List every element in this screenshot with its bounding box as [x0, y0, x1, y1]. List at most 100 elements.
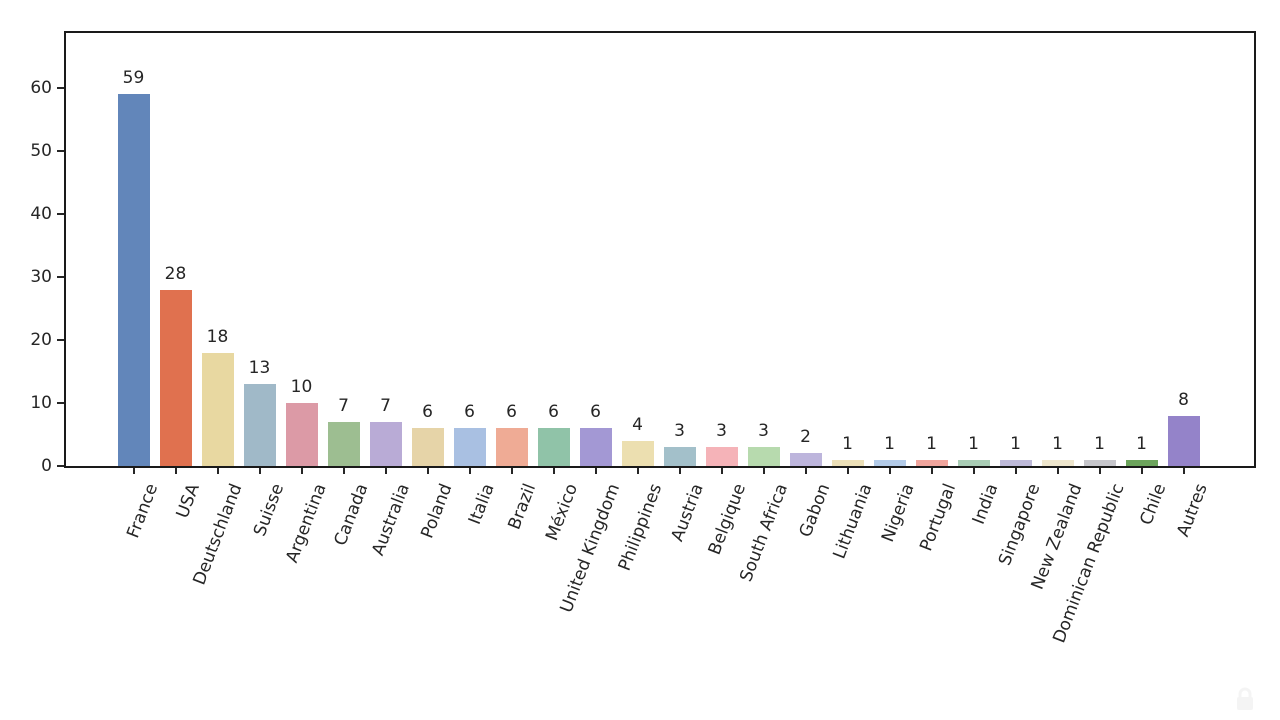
bar-value-label: 18: [206, 326, 229, 347]
bar-belgique: [705, 447, 738, 466]
x-tick-label-text: Autres: [1173, 481, 1213, 540]
bar-canada: [327, 421, 360, 466]
bar-value-label: 3: [674, 421, 685, 442]
x-tick-label-text: Philippines: [614, 481, 667, 574]
x-tick-label-text: Chile: [1136, 481, 1171, 528]
y-tick-mark: [57, 465, 64, 467]
x-tick-mark: [1182, 468, 1185, 474]
bar-suisse: [243, 384, 276, 466]
bar-nigeria: [873, 459, 906, 466]
x-tick-mark: [846, 468, 849, 474]
bar-value-label: 1: [926, 433, 937, 454]
bar-lithuania: [831, 459, 864, 466]
bar-value-label: 3: [758, 421, 769, 442]
bar-portugal: [915, 459, 948, 466]
x-tick-label-text: India: [968, 481, 1003, 528]
x-tick-mark: [720, 468, 723, 474]
bar-value-label: 6: [464, 402, 475, 423]
x-tick-mark: [132, 468, 135, 474]
x-tick-mark: [174, 468, 177, 474]
bar-united-kingdom: [579, 428, 612, 466]
bar-value-label: 59: [122, 68, 145, 89]
y-tick-mark: [57, 276, 64, 278]
y-tick-label: 20: [30, 330, 52, 350]
bar-philippines: [621, 440, 654, 466]
bar-value-label: 10: [290, 377, 313, 397]
y-tick-mark: [57, 150, 64, 152]
y-tick-label: 0: [41, 456, 52, 476]
x-tick-label-text: Singapore: [994, 481, 1045, 569]
x-tick-mark: [1098, 468, 1101, 474]
bar-m-xico: [537, 428, 570, 466]
y-tick-label: 60: [30, 78, 52, 98]
x-tick-label-text: Poland: [417, 481, 457, 542]
x-tick-label-text: Lithuania: [829, 481, 877, 562]
x-tick-label-text: Portugal: [916, 481, 961, 554]
bar-india: [957, 459, 990, 466]
x-tick-label-text: France: [123, 481, 163, 541]
x-tick-label-text: Canada: [330, 481, 373, 549]
x-tick-mark: [552, 468, 555, 474]
bar-singapore: [999, 459, 1032, 466]
y-tick-label: 50: [30, 141, 52, 161]
bar-chile: [1125, 459, 1158, 466]
x-tick-mark: [342, 468, 345, 474]
bar-value-label: 3: [716, 421, 727, 442]
x-tick-mark: [804, 468, 807, 474]
x-tick-mark: [300, 468, 303, 474]
x-tick-mark: [678, 468, 681, 474]
bar-value-label: 1: [968, 433, 979, 454]
x-tick-label-text: Gabon: [795, 481, 835, 541]
bar-value-label: 2: [800, 427, 811, 448]
y-tick-mark: [57, 87, 64, 89]
bar-value-label: 4: [632, 414, 643, 435]
bar-value-label: 6: [422, 402, 433, 423]
x-tick-mark: [762, 468, 765, 474]
x-tick-label-text: Suisse: [249, 481, 289, 540]
x-tick-mark: [1056, 468, 1059, 474]
x-tick-mark: [594, 468, 597, 474]
y-tick-mark: [57, 339, 64, 341]
x-tick-label-text: México: [542, 481, 583, 544]
x-tick-label-text: USA: [172, 481, 205, 522]
x-tick-label-text: Austria: [667, 481, 709, 545]
x-tick-mark: [384, 468, 387, 474]
bar-brazil: [495, 428, 528, 466]
x-tick-mark: [972, 468, 975, 474]
bar-value-label: 1: [1052, 433, 1063, 454]
bar-value-label: 1: [884, 433, 895, 454]
bar-value-label: 8: [1178, 389, 1189, 410]
bar-italia: [453, 428, 486, 466]
bar-value-label: 6: [590, 402, 601, 423]
y-tick-label: 10: [30, 393, 52, 413]
x-tick-label-text: Belgique: [704, 481, 751, 558]
x-tick-label-text: Australia: [368, 481, 415, 559]
x-tick-label-text: Argentina: [281, 481, 331, 566]
bar-argentina: [285, 403, 318, 466]
bar-value-label: 6: [506, 402, 517, 423]
bar-gabon: [789, 453, 822, 466]
bar-value-label: 1: [1136, 433, 1147, 454]
bar-value-label: 1: [1010, 433, 1021, 454]
y-tick-mark: [57, 402, 64, 404]
bar-value-label: 1: [842, 433, 853, 454]
bar-austria: [663, 447, 696, 466]
bar-poland: [411, 428, 444, 466]
x-tick-mark: [1014, 468, 1017, 474]
x-tick-mark: [258, 468, 261, 474]
bar-south-africa: [747, 447, 780, 466]
bar-deutschland: [201, 352, 234, 466]
bar-value-label: 1: [1094, 433, 1105, 454]
bar-usa: [159, 289, 192, 466]
bar-value-label: 7: [380, 395, 391, 416]
bar-australia: [369, 421, 402, 466]
x-tick-mark: [468, 468, 471, 474]
y-tick-mark: [57, 213, 64, 215]
bar-value-label: 7: [338, 395, 349, 416]
bar-value-label: 6: [548, 402, 559, 423]
x-tick-mark: [216, 468, 219, 474]
x-tick-mark: [426, 468, 429, 474]
bar-dominican-republic: [1083, 459, 1116, 466]
x-tick-label-text: Nigeria: [877, 481, 919, 545]
